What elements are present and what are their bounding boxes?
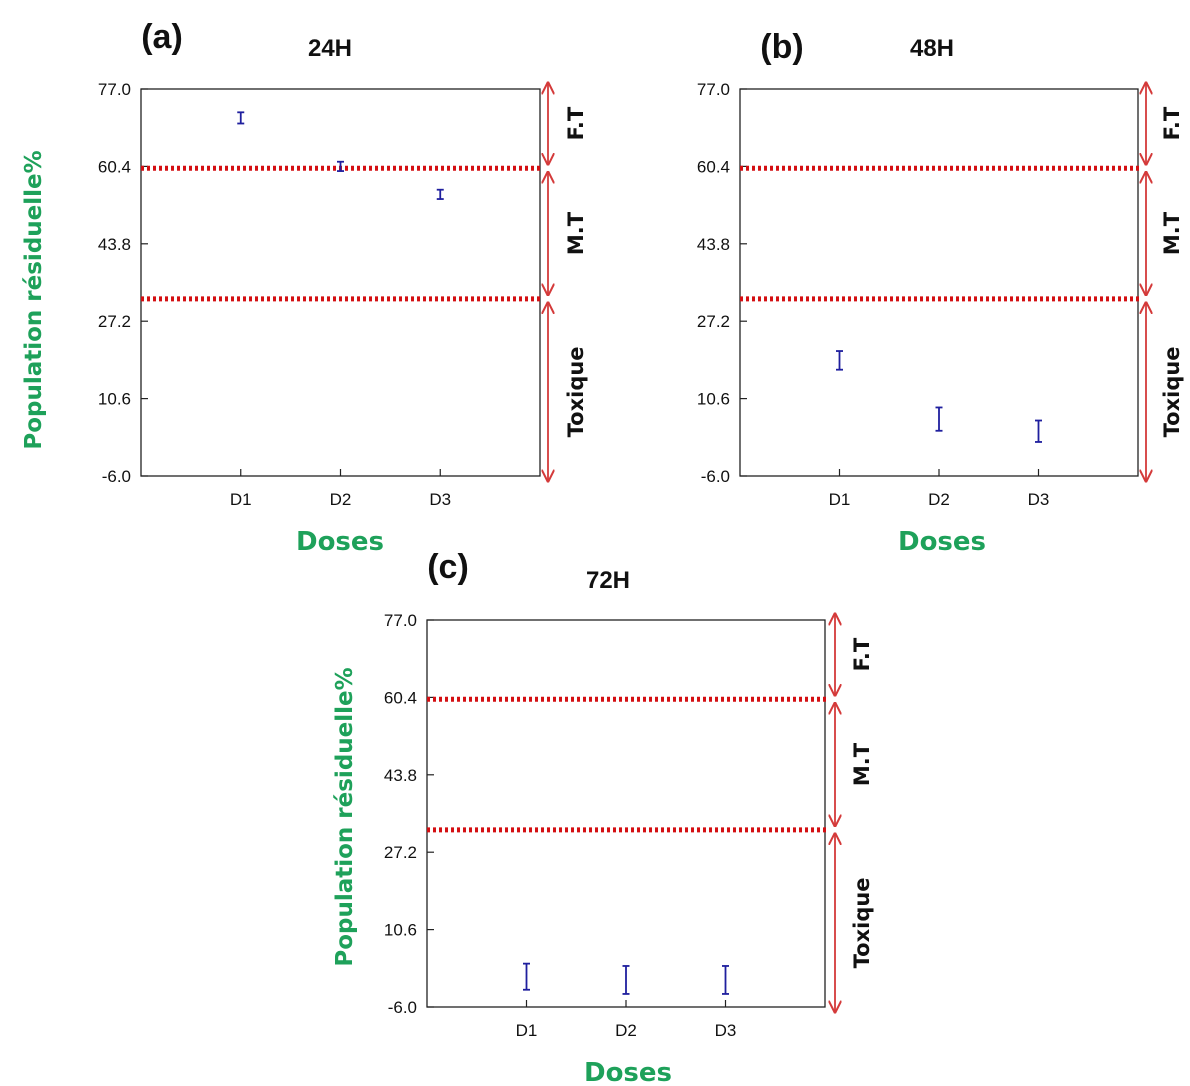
data-point bbox=[935, 406, 943, 432]
data-point bbox=[622, 965, 630, 995]
y-tick-label: 43.8 bbox=[697, 235, 730, 254]
y-tick-label: 43.8 bbox=[98, 235, 131, 254]
y-tick-label: 60.4 bbox=[384, 688, 417, 707]
x-tick-label: D1 bbox=[829, 490, 851, 509]
zone-label-bottom: Toxique bbox=[564, 346, 588, 437]
chart-title: 72H bbox=[586, 567, 630, 594]
y-tick-label: 27.2 bbox=[98, 312, 131, 331]
data-point bbox=[237, 111, 245, 125]
data-point bbox=[523, 962, 530, 991]
x-tick-label: D3 bbox=[1028, 490, 1050, 509]
y-tick-label: 77.0 bbox=[98, 80, 131, 99]
panel-letter: (b) bbox=[760, 28, 803, 66]
y-tick-label: 10.6 bbox=[697, 390, 730, 409]
y-tick-label: -6.0 bbox=[388, 998, 417, 1017]
y-tick-label: 10.6 bbox=[98, 390, 131, 409]
x-tick-label: D2 bbox=[615, 1021, 637, 1040]
zone-label-bottom: Toxique bbox=[850, 877, 874, 968]
chart-title: 24H bbox=[308, 35, 352, 62]
x-axis-title: Doses bbox=[898, 527, 986, 557]
x-tick-label: D3 bbox=[715, 1021, 737, 1040]
y-tick-label: 10.6 bbox=[384, 921, 417, 940]
x-tick-label: D1 bbox=[230, 490, 252, 509]
zone-label-middle: M.T bbox=[1160, 211, 1184, 255]
x-tick-label: D2 bbox=[928, 490, 950, 509]
y-tick-label: 60.4 bbox=[697, 157, 730, 176]
data-point bbox=[1035, 419, 1042, 443]
y-tick-label: -6.0 bbox=[102, 467, 131, 486]
zone-label-top: F.T bbox=[1160, 106, 1184, 140]
data-point bbox=[836, 350, 843, 371]
data-point bbox=[722, 965, 729, 995]
chart-panel-2: (b) 48H 77.0 60.4 43.8 27.2 10.6 -6.0 D1 D2 D3 F.T M… bbox=[697, 28, 1184, 557]
x-axis-title: Doses bbox=[584, 1058, 672, 1086]
x-tick-label: D1 bbox=[516, 1021, 538, 1040]
y-axis-title: Population résiduelle% bbox=[21, 150, 47, 449]
zone-label-middle: M.T bbox=[850, 742, 874, 786]
plot-frame bbox=[140, 88, 541, 477]
y-tick-label: 27.2 bbox=[384, 843, 417, 862]
plot-frame bbox=[426, 619, 826, 1008]
zone-label-top: F.T bbox=[850, 637, 874, 671]
zone-label-top: F.T bbox=[564, 106, 588, 140]
y-tick-label: 27.2 bbox=[697, 312, 730, 331]
zone-label-middle: M.T bbox=[564, 211, 588, 255]
y-tick-label: 60.4 bbox=[98, 157, 131, 176]
y-tick-label: -6.0 bbox=[701, 467, 730, 486]
chart-panel-3: (c) 72H 77.0 60.4 43.8 27.2 10.6 -6.0 D1 D2 D3 F.T M… bbox=[332, 548, 874, 1086]
x-tick-label: D3 bbox=[429, 490, 451, 509]
data-point bbox=[436, 188, 444, 200]
chart-title: 48H bbox=[910, 35, 954, 62]
y-axis-title: Population résiduelle% bbox=[332, 667, 358, 966]
panel-letter: (a) bbox=[141, 18, 183, 56]
panel-letter: (c) bbox=[427, 548, 469, 586]
data-point bbox=[337, 160, 344, 172]
chart-panel-1: (a) 24H 77.0 60.4 43.8 27.2 10.6 -6.0 D1 D2 D3 F.T M… bbox=[21, 18, 588, 557]
y-tick-label: 77.0 bbox=[384, 611, 417, 630]
y-tick-label: 43.8 bbox=[384, 766, 417, 785]
y-tick-label: 77.0 bbox=[697, 80, 730, 99]
zone-label-bottom: Toxique bbox=[1160, 346, 1184, 437]
x-axis-title: Doses bbox=[296, 527, 384, 557]
x-tick-label: D2 bbox=[330, 490, 352, 509]
